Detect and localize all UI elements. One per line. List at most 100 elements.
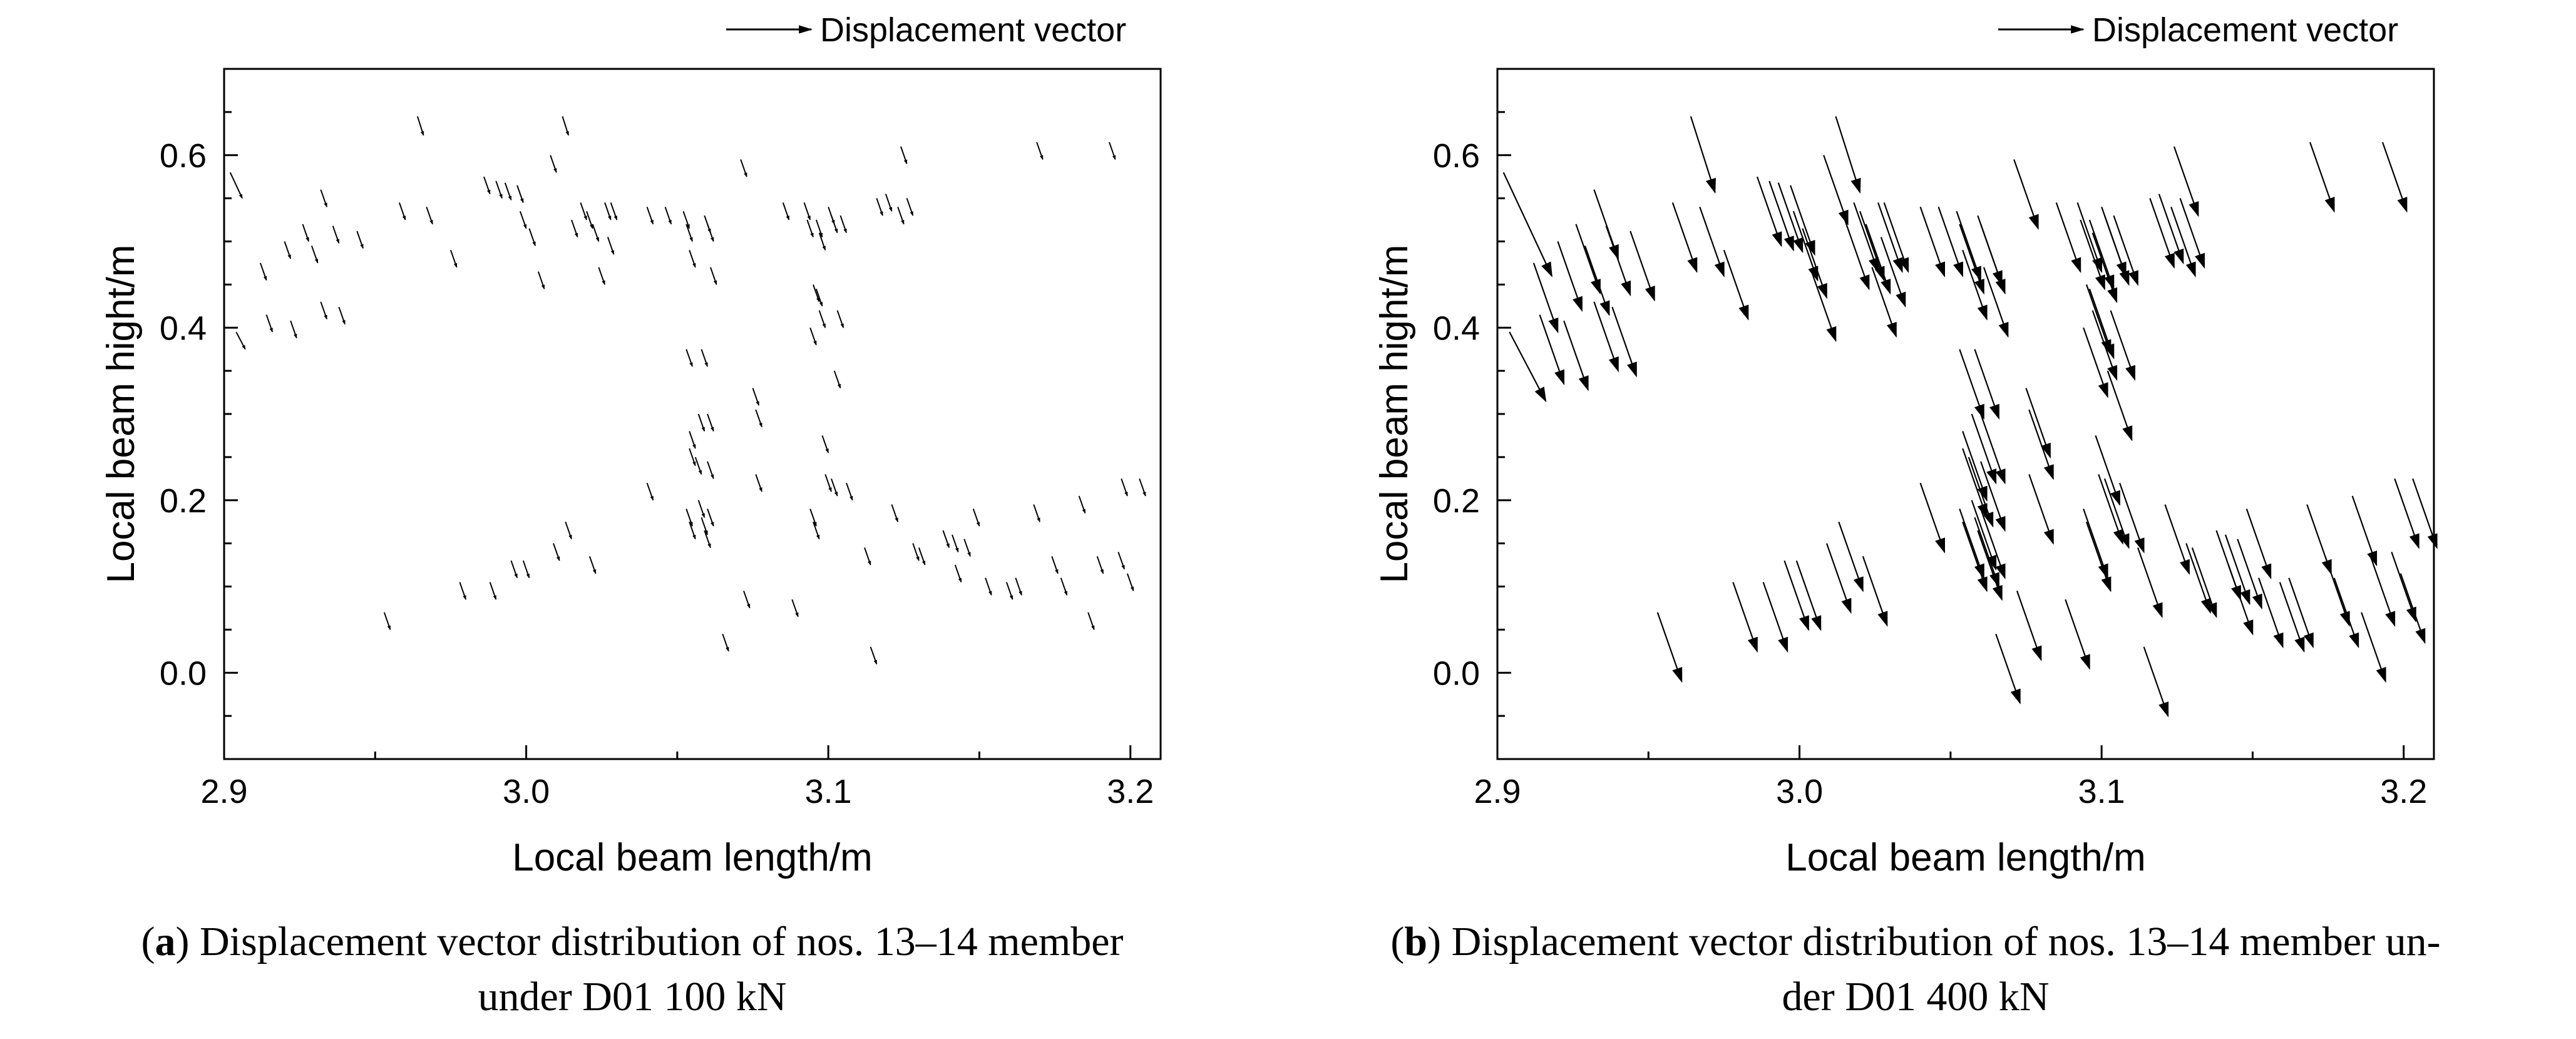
displacement-vector xyxy=(2103,478,2130,549)
displacement-vector xyxy=(580,202,588,220)
displacement-vector xyxy=(2412,478,2438,549)
displacement-vector xyxy=(504,182,512,201)
displacement-vector xyxy=(598,267,606,286)
displacement-vector xyxy=(2381,142,2408,213)
x-ticks-b xyxy=(1496,745,2405,759)
displacement-vector xyxy=(426,207,433,225)
displacement-vector xyxy=(1723,249,1749,321)
displacement-vector xyxy=(2119,482,2145,554)
displacement-vector xyxy=(831,215,838,234)
displacement-vector xyxy=(1509,331,1547,403)
displacement-vector xyxy=(2369,556,2396,627)
displacement-vector xyxy=(1825,543,1852,614)
displacement-vector xyxy=(1883,202,1909,273)
displacement-vector xyxy=(1777,182,1804,254)
displacement-vector xyxy=(815,219,823,238)
displacement-vector xyxy=(1959,224,1985,295)
displacement-vector xyxy=(1584,246,1610,316)
displacement-vector xyxy=(1871,267,1897,338)
displacement-vector xyxy=(876,198,883,216)
displacement-vector xyxy=(1690,116,1716,194)
x-tick-labels-a: 2.9 3.0 3.1 3.2 xyxy=(200,773,1154,810)
y-tick-label: 0.2 xyxy=(1433,482,1480,520)
displacement-vector xyxy=(689,431,696,449)
displacement-vector xyxy=(918,547,926,566)
displacement-vector xyxy=(864,547,871,566)
caption-a: (a) Displacement vector distribution of … xyxy=(6,914,1258,1025)
displacement-vector xyxy=(1078,495,1086,514)
displacement-vector xyxy=(1117,552,1126,570)
x-tick-label: 3.1 xyxy=(805,773,852,810)
displacement-vector xyxy=(2016,591,2042,661)
displacement-vector xyxy=(1756,176,1782,247)
displacement-vector xyxy=(1983,267,2009,338)
displacement-vector xyxy=(818,310,826,328)
displacement-vector xyxy=(1823,155,1849,226)
displacement-vector xyxy=(791,599,799,618)
displacement-vector xyxy=(2080,219,2106,291)
displacement-vector xyxy=(1959,349,1985,420)
displacement-vector xyxy=(383,612,391,631)
displacement-vector xyxy=(2179,198,2205,269)
displacement-vector xyxy=(985,577,992,596)
displacement-vector xyxy=(398,202,406,220)
x-axis-title-a: Local beam length/m xyxy=(512,836,873,879)
displacement-vector xyxy=(1557,241,1583,312)
displacement-vector xyxy=(510,560,518,579)
displacement-vector xyxy=(1974,349,2000,420)
displacement-vector xyxy=(831,478,838,497)
displacement-vector xyxy=(610,202,618,220)
displacement-vector xyxy=(1971,500,1997,571)
displacement-vector xyxy=(897,207,905,225)
displacement-vector xyxy=(1919,482,1946,554)
displacement-vector xyxy=(1962,431,1988,502)
displacement-vector xyxy=(1980,461,2006,532)
displacement-vector xyxy=(833,370,841,389)
legend-a: Displacement vector xyxy=(726,11,1126,49)
x-axis-title-b: Local beam length/m xyxy=(1785,836,2146,879)
displacement-vector xyxy=(2185,543,2211,614)
displacement-vector xyxy=(1844,219,1870,291)
displacement-vector xyxy=(2224,534,2250,606)
displacement-vector xyxy=(954,564,962,583)
displacement-vector xyxy=(2245,509,2272,579)
displacement-vector xyxy=(740,159,747,177)
displacement-vector xyxy=(722,633,729,652)
displacement-vector xyxy=(265,314,274,333)
displacement-vector xyxy=(2137,547,2163,618)
displacement-vector xyxy=(689,521,696,540)
displacement-vector xyxy=(1877,202,1903,273)
displacement-vector xyxy=(571,219,578,238)
displacement-vector xyxy=(1611,306,1638,378)
displacement-vector xyxy=(963,539,971,557)
displacement-vector xyxy=(2088,288,2115,359)
displacement-vector xyxy=(664,207,672,225)
displacement-vector xyxy=(592,224,600,242)
x-tick-label: 2.9 xyxy=(200,773,247,810)
displacement-vector xyxy=(707,461,714,479)
displacement-vector xyxy=(782,202,790,220)
displacement-vector xyxy=(2391,552,2417,623)
displacement-vector xyxy=(870,646,878,665)
displacement-vector xyxy=(646,207,654,225)
displacement-vector xyxy=(1835,116,1861,194)
displacement-vector xyxy=(2191,547,2217,618)
displacement-vector xyxy=(2013,159,2039,230)
legend-label-a: Displacement vector xyxy=(820,11,1126,49)
displacement-vector xyxy=(356,230,364,249)
displacement-vector xyxy=(2091,232,2118,304)
displacement-vector xyxy=(2394,478,2419,549)
displacement-vector xyxy=(302,224,310,242)
displacement-vector xyxy=(2361,612,2386,683)
displacement-vector xyxy=(1838,521,1864,592)
displacement-vector xyxy=(1096,556,1104,574)
displacement-vector xyxy=(694,457,702,475)
x-tick-labels-b: 2.9 3.0 3.1 3.2 xyxy=(1474,773,2427,810)
displacement-vector xyxy=(1656,612,1683,683)
y-tick-label: 0.2 xyxy=(160,482,207,520)
chart-panel-b: Displacement vector 2.9 3.0 3.1 3.2 0.0 … xyxy=(1373,11,2438,879)
displacement-vector xyxy=(972,509,980,527)
displacement-vector xyxy=(906,198,914,216)
displacement-vector xyxy=(2158,194,2184,265)
legend-label-b: Displacement vector xyxy=(2092,11,2398,49)
